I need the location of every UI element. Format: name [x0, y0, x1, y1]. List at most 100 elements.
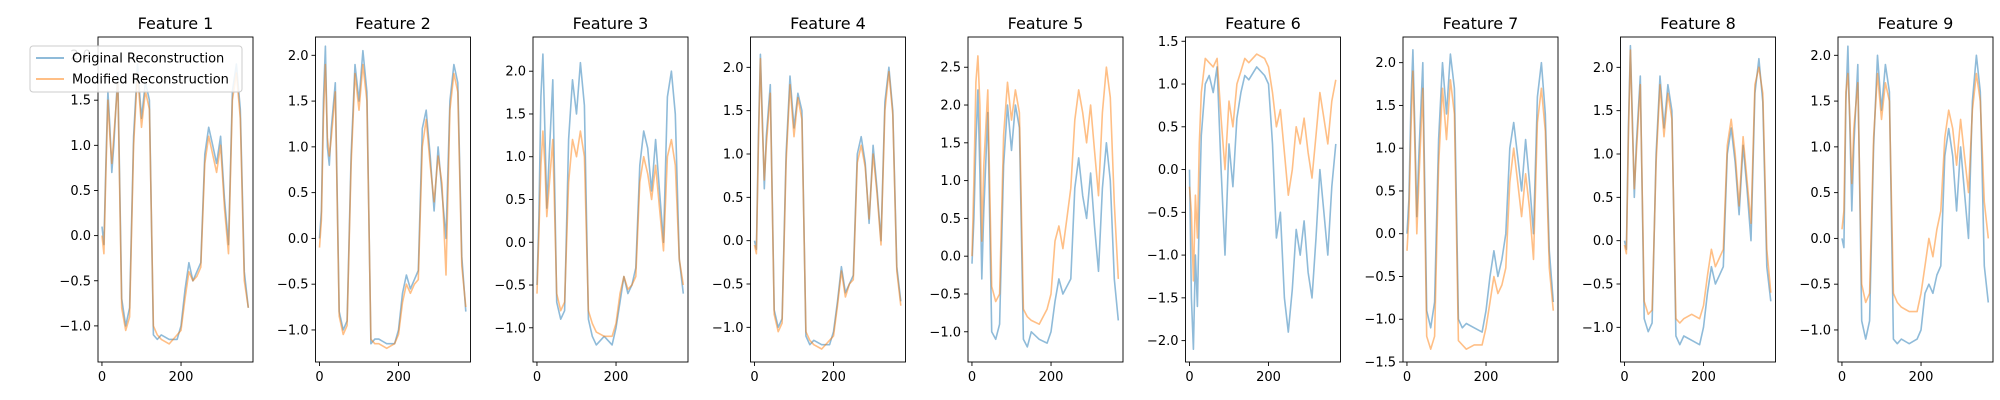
y-tick-label: 0.0 [723, 234, 744, 249]
x-tick-label: 0 [968, 370, 976, 385]
series-line-original [101, 63, 250, 341]
series-line-modified [971, 55, 1120, 326]
y-tick-label: −0.5 [929, 287, 961, 302]
y-tick-label: 1.0 [70, 139, 91, 154]
series-line-original [1188, 66, 1337, 351]
y-tick-label: −1.0 [712, 321, 744, 336]
x-tick-label: 200 [821, 370, 846, 385]
y-tick-label: 0.5 [1375, 184, 1396, 199]
x-tick-label: 200 [604, 370, 629, 385]
y-tick-label: −0.5 [712, 278, 744, 293]
subplot-3: Feature 3 −1.0 −0.5 0.0 0.5 1.0 1.5 2.0 0 200 [494, 14, 689, 385]
y-tick-label: 0.5 [70, 184, 91, 199]
y-tick-label: −0.5 [1799, 278, 1831, 293]
series-line-modified [1623, 49, 1772, 324]
y-tick-label: −1.0 [1147, 249, 1179, 264]
subplot-title: Feature 1 [138, 14, 214, 33]
y-tick-label: 1.0 [1810, 140, 1831, 155]
y-tick-label: 1.5 [723, 104, 744, 119]
subplot-title: Feature 5 [1008, 14, 1084, 33]
subplot-title: Feature 6 [1225, 14, 1301, 33]
y-tick-label: 0.5 [940, 212, 961, 227]
subplot-title: Feature 4 [790, 14, 866, 33]
y-tick-label: 2.0 [1810, 49, 1831, 64]
x-tick-label: 200 [1909, 370, 1934, 385]
series-line-modified [536, 130, 685, 338]
y-tick-label: −1.0 [59, 319, 91, 334]
y-tick-label: 1.0 [1593, 148, 1614, 163]
series-line-modified [1188, 53, 1337, 282]
series-line-original [971, 89, 1120, 348]
y-tick-label: 1.5 [1375, 99, 1396, 114]
y-tick-label: −1.0 [1364, 313, 1396, 328]
axes-frame [1837, 36, 1994, 363]
y-tick-label: 1.5 [70, 94, 91, 109]
y-tick-label: 2.5 [940, 61, 961, 76]
y-tick-label: −2.0 [1147, 334, 1179, 349]
y-tick-label: 0.0 [505, 236, 526, 251]
x-tick-label: 200 [1691, 370, 1716, 385]
y-tick-label: 0.5 [505, 193, 526, 208]
y-tick-label: 0.0 [1158, 163, 1179, 178]
axes-frame [97, 36, 254, 363]
series-line-modified [318, 63, 467, 350]
y-tick-label: 2.0 [1593, 61, 1614, 76]
y-tick-label: −0.5 [59, 274, 91, 289]
y-tick-label: 1.5 [1810, 95, 1831, 110]
y-tick-label: −1.0 [494, 321, 526, 336]
series-line-modified [101, 72, 250, 345]
legend-box [29, 45, 243, 93]
y-tick-label: 1.0 [1158, 78, 1179, 93]
axes-frame [1620, 36, 1776, 363]
y-tick-label: −1.5 [1147, 291, 1179, 306]
y-tick-label: 1.5 [940, 136, 961, 151]
subplot-title: Feature 3 [573, 14, 649, 33]
series-line-original [318, 45, 467, 345]
y-tick-label: −0.5 [277, 278, 309, 293]
series-line-original [1841, 45, 1990, 345]
y-tick-label: 2.0 [723, 61, 744, 76]
series-line-original [1406, 48, 1555, 333]
axes-frame [1402, 36, 1559, 363]
y-tick-label: 2.0 [940, 99, 961, 114]
axes-frame [1185, 36, 1341, 363]
subplot-4: Feature 4 −1.0 −0.5 0.0 0.5 1.0 1.5 2.0 0 200 [712, 14, 906, 385]
subplot-title: Feature 8 [1660, 14, 1736, 33]
y-tick-label: −0.5 [1147, 206, 1179, 221]
subplot-6: Feature 6 −2.0 −1.5 −1.0 −0.5 0.0 0.5 1.0 1.5 0 20… [1147, 14, 1341, 385]
subplot-8: Feature 8 −1.0 −0.5 0.0 0.5 1.0 1.5 2.0 0 200 [1582, 14, 1776, 385]
subplot-5: Feature 5 −1.0 −0.5 0.0 0.5 1.0 1.5 2.0 2.5 0 200 [929, 14, 1124, 385]
x-tick-label: 200 [1256, 370, 1281, 385]
subplot-9: Feature 9 −1.0 −0.5 0.0 0.5 1.0 1.5 2.0 0 200 [1799, 14, 1994, 385]
y-tick-label: −0.5 [1582, 278, 1614, 293]
y-tick-label: 0.5 [723, 191, 744, 206]
y-tick-label: 1.0 [723, 148, 744, 163]
y-tick-label: 0.5 [288, 186, 309, 201]
series-line-modified [1841, 72, 1990, 313]
x-tick-label: 200 [1039, 370, 1064, 385]
legend-label-original: Original Reconstruction [72, 52, 224, 67]
y-tick-label: 0.0 [1810, 232, 1831, 247]
y-tick-label: 0.5 [1810, 186, 1831, 201]
y-tick-label: 2.0 [1375, 56, 1396, 71]
y-tick-label: 0.0 [940, 250, 961, 265]
y-tick-label: 0.0 [1593, 234, 1614, 249]
y-tick-label: 1.0 [1375, 142, 1396, 157]
axes-frame [315, 36, 471, 363]
subplot-title: Feature 9 [1878, 14, 1954, 33]
x-tick-label: 0 [1403, 370, 1411, 385]
x-tick-label: 0 [1620, 370, 1628, 385]
y-tick-label: 1.5 [288, 95, 309, 110]
y-tick-label: −1.0 [929, 325, 961, 340]
y-tick-label: 1.0 [940, 174, 961, 189]
x-tick-label: 0 [98, 370, 106, 385]
x-tick-label: 200 [386, 370, 411, 385]
legend-label-modified: Modified Reconstruction [72, 73, 229, 88]
x-tick-label: 200 [169, 370, 194, 385]
y-tick-label: 1.5 [505, 107, 526, 122]
subplot-7: Feature 7 −1.5 −1.0 −0.5 0.0 0.5 1.0 1.5 2.0 0 200 [1364, 14, 1559, 385]
subplot-2: Feature 2 −1.0 −0.5 0.0 0.5 1.0 1.5 2.0 0 200 [277, 14, 471, 385]
y-tick-label: 1.0 [288, 140, 309, 155]
x-tick-label: 200 [1474, 370, 1499, 385]
